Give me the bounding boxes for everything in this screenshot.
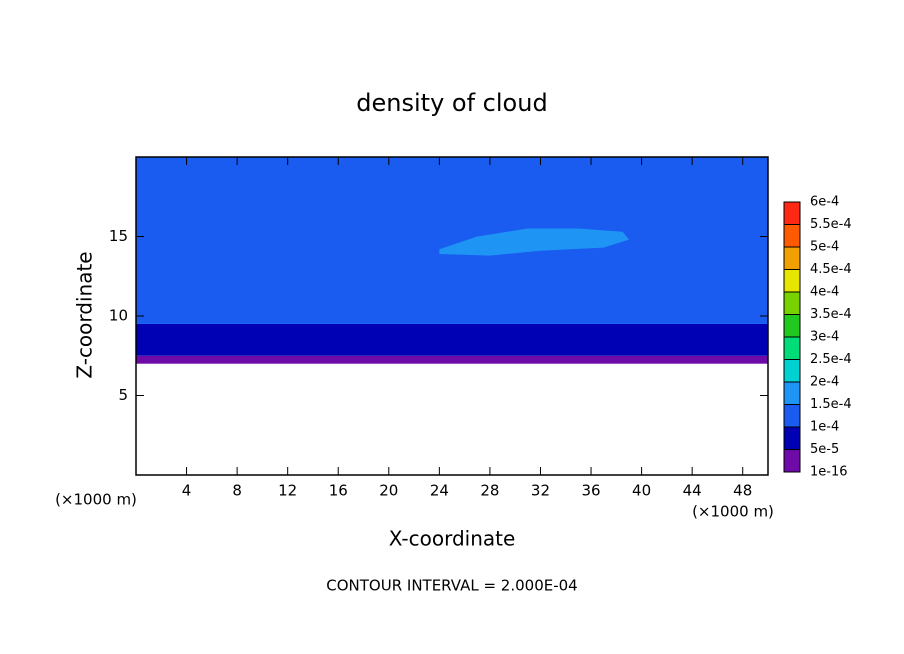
contour-patch [439,228,629,256]
colorbar-bin [784,404,800,427]
colorbar-bin [784,427,800,450]
colorbar-label: 3.5e-4 [810,307,852,322]
colorbar-label: 1e-16 [810,465,848,480]
colorbar-label: 4.5e-4 [810,262,852,277]
x-tick-label: 32 [531,482,550,500]
x-axis-label: X-coordinate [389,527,516,551]
x-tick-label: 16 [329,482,348,500]
contour-band [136,323,768,356]
x-tick-label: 4 [182,482,192,500]
x-tick-label: 20 [379,482,398,500]
x-tick-label: 24 [430,482,449,500]
x-tick-label: 8 [232,482,242,500]
colorbar-label: 5e-5 [810,442,839,457]
x-tick-label: 48 [733,482,752,500]
colorbar-bin [784,269,800,292]
colorbar-bin [784,292,800,315]
chart-title: density of cloud [356,89,547,117]
y-axis-label: Z-coordinate [73,251,97,378]
x-tick-label: 36 [581,482,600,500]
colorbar-bin [784,359,800,382]
colorbar-bin [784,202,800,225]
colorbar-bin [784,449,800,472]
colorbar-bin [784,314,800,337]
y-unit: (×1000 m) [55,491,137,509]
colorbar-label: 1e-4 [810,420,839,435]
colorbar-bin [784,337,800,360]
colorbar-bin [784,247,800,270]
colorbar-label: 5.5e-4 [810,217,852,232]
x-tick-label: 12 [278,482,297,500]
colorbar-label: 4e-4 [810,285,839,300]
colorbar-bin [784,382,800,405]
colorbar-label: 1.5e-4 [810,397,852,412]
contour-note: CONTOUR INTERVAL = 2.000E-04 [326,577,577,595]
colorbar-label: 3e-4 [810,330,839,345]
x-tick-label: 44 [683,482,702,500]
colorbar-bin [784,224,800,247]
x-tick-label: 40 [632,482,651,500]
colorbar-label: 6e-4 [810,195,839,210]
contour-band [136,157,768,324]
contour-band [136,355,768,364]
x-unit: (×1000 m) [692,503,774,521]
colorbar-label: 2.5e-4 [810,352,852,367]
y-tick-label: 15 [109,227,128,245]
colorbar-label: 2e-4 [810,375,839,390]
x-tick-label: 28 [480,482,499,500]
y-tick-label: 10 [109,307,128,325]
colorbar-label: 5e-4 [810,240,839,255]
y-tick-label: 5 [118,386,128,404]
